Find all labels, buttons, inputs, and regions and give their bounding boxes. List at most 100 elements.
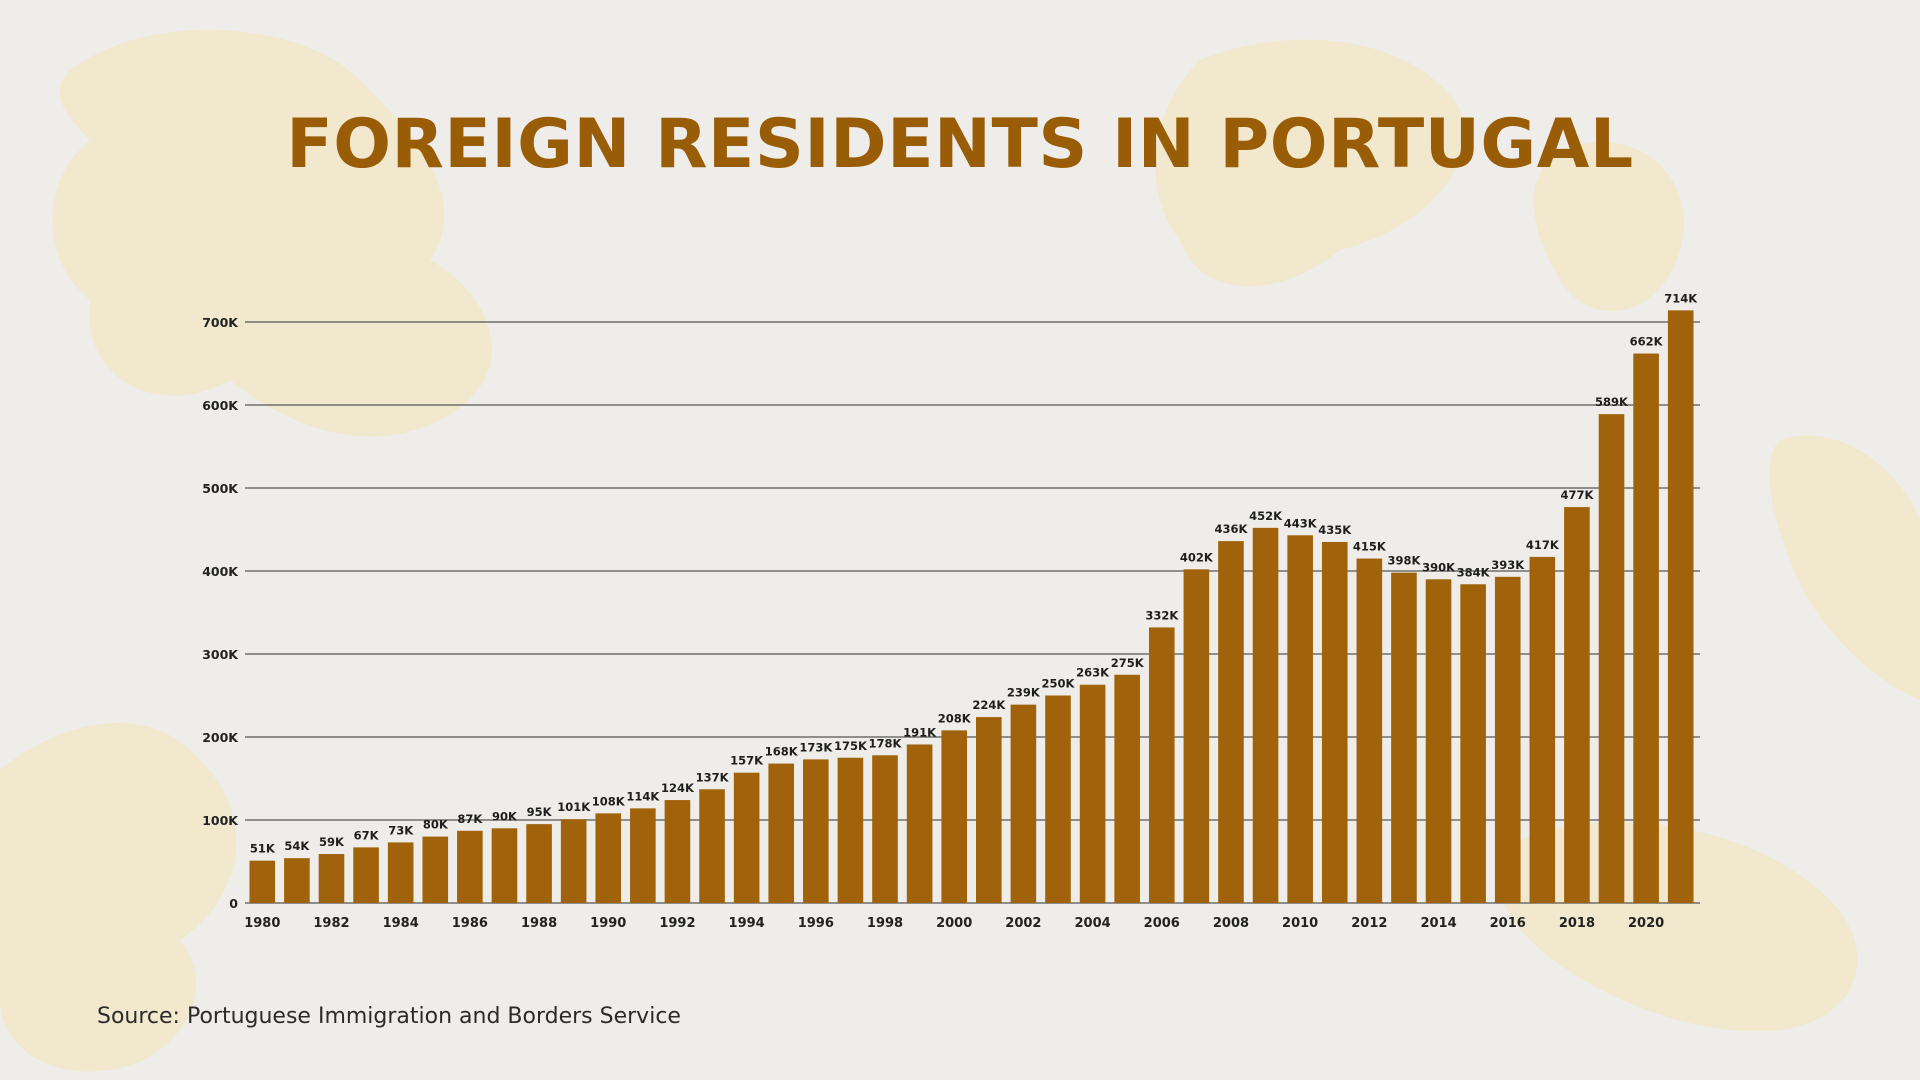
y-tick-label: 500K — [202, 481, 239, 496]
data-label: 73K — [388, 823, 414, 837]
bar — [1321, 541, 1348, 903]
bar — [318, 854, 345, 903]
data-label: 87K — [457, 812, 483, 826]
data-label: 589K — [1595, 395, 1629, 409]
data-label: 178K — [869, 736, 903, 750]
x-tick-label: 1986 — [452, 916, 488, 931]
data-labels: 51K 54K 59K 67K 73K 80K 87K 90K 95K 101K 108K 114K1… — [250, 291, 1698, 855]
bar — [1564, 507, 1590, 903]
data-label: 175K — [834, 739, 868, 753]
data-label: 662K — [1630, 335, 1664, 349]
bar — [526, 824, 552, 903]
data-label: 402K — [1180, 550, 1214, 564]
data-label: 124K — [661, 781, 695, 795]
data-label: 435K — [1318, 523, 1352, 537]
y-tick-label: 600K — [202, 398, 239, 413]
data-label: 157K — [730, 754, 764, 768]
data-label: 95K — [527, 805, 553, 819]
data-label: 101K — [557, 800, 591, 814]
bar — [837, 757, 864, 903]
x-tick-label: 2004 — [1074, 916, 1110, 931]
data-label: 114K — [626, 789, 660, 803]
y-tick-label: 100K — [202, 813, 239, 828]
data-label: 477K — [1560, 488, 1594, 502]
bar — [353, 847, 379, 903]
bar — [1287, 535, 1313, 903]
data-label: 224K — [972, 698, 1006, 712]
data-label: 263K — [1076, 666, 1110, 680]
bar — [768, 763, 795, 903]
data-label: 415K — [1353, 540, 1387, 554]
data-label: 191K — [903, 725, 937, 739]
x-tick-label: 1982 — [313, 916, 349, 931]
data-label: 443K — [1284, 516, 1318, 530]
x-tick-label: 2008 — [1213, 916, 1249, 931]
bar — [422, 836, 449, 903]
bar — [1598, 414, 1625, 903]
data-label: 168K — [765, 745, 799, 759]
bar — [1010, 704, 1037, 903]
bar — [249, 860, 276, 903]
bar — [803, 759, 829, 903]
x-tick-label: 1998 — [867, 916, 903, 931]
data-label: 250K — [1042, 677, 1076, 691]
bar — [387, 842, 414, 903]
data-label: 173K — [799, 740, 833, 754]
data-label: 80K — [423, 818, 449, 832]
chart-title: FOREIGN RESIDENTS IN PORTUGAL — [286, 105, 1634, 184]
x-tick-label: 2010 — [1282, 916, 1318, 931]
bar — [699, 789, 725, 903]
data-label: 393K — [1491, 558, 1525, 572]
x-tick-label: 1992 — [659, 916, 695, 931]
bar — [1252, 527, 1279, 903]
bar — [1079, 684, 1106, 903]
y-axis-tick-labels: 0 100K 200K 300K 400K 500K 600K 700K — [202, 315, 239, 911]
x-tick-label: 1990 — [590, 916, 626, 931]
x-tick-label: 2020 — [1628, 916, 1664, 931]
bar — [284, 858, 310, 903]
bar — [595, 813, 622, 903]
data-label: 275K — [1111, 656, 1145, 670]
data-label: 51K — [250, 842, 276, 856]
source-note: Source: Portuguese Immigration and Borde… — [97, 1004, 681, 1029]
bar — [1148, 627, 1175, 903]
bar — [1183, 569, 1210, 903]
bar — [975, 717, 1002, 903]
bar — [733, 772, 760, 903]
x-tick-label: 2012 — [1351, 916, 1387, 931]
bar — [491, 828, 518, 903]
bar — [560, 819, 587, 903]
data-label: 108K — [592, 794, 626, 808]
data-label: 390K — [1422, 560, 1456, 574]
data-label: 398K — [1387, 554, 1421, 568]
x-tick-label: 1994 — [729, 916, 765, 931]
bar — [664, 800, 691, 903]
data-label: 137K — [696, 770, 730, 784]
y-tick-label: 300K — [202, 647, 239, 662]
bar — [630, 808, 656, 903]
bar — [1425, 579, 1452, 903]
bar — [457, 830, 483, 903]
data-label: 417K — [1526, 538, 1560, 552]
bars — [249, 310, 1694, 903]
bar — [1218, 541, 1244, 903]
x-tick-label: 1984 — [383, 916, 419, 931]
data-label: 384K — [1457, 565, 1491, 579]
y-tick-label: 0 — [229, 896, 238, 911]
data-label: 54K — [284, 839, 310, 853]
data-label: 714K — [1664, 291, 1698, 305]
data-label: 239K — [1007, 686, 1041, 700]
x-axis-tick-labels: 1980 1982 1984 1986 1988 1990 1992 1994 1996 1998… — [244, 916, 1664, 931]
x-tick-label: 2016 — [1490, 916, 1526, 931]
bar — [1114, 674, 1140, 903]
data-label: 67K — [354, 828, 380, 842]
data-label: 332K — [1145, 608, 1179, 622]
x-tick-label: 1988 — [521, 916, 557, 931]
x-tick-label: 1996 — [798, 916, 834, 931]
bar — [1529, 556, 1556, 903]
bar — [1045, 695, 1071, 903]
bar — [906, 744, 933, 903]
data-label: 90K — [492, 809, 518, 823]
x-tick-label: 2018 — [1559, 916, 1595, 931]
